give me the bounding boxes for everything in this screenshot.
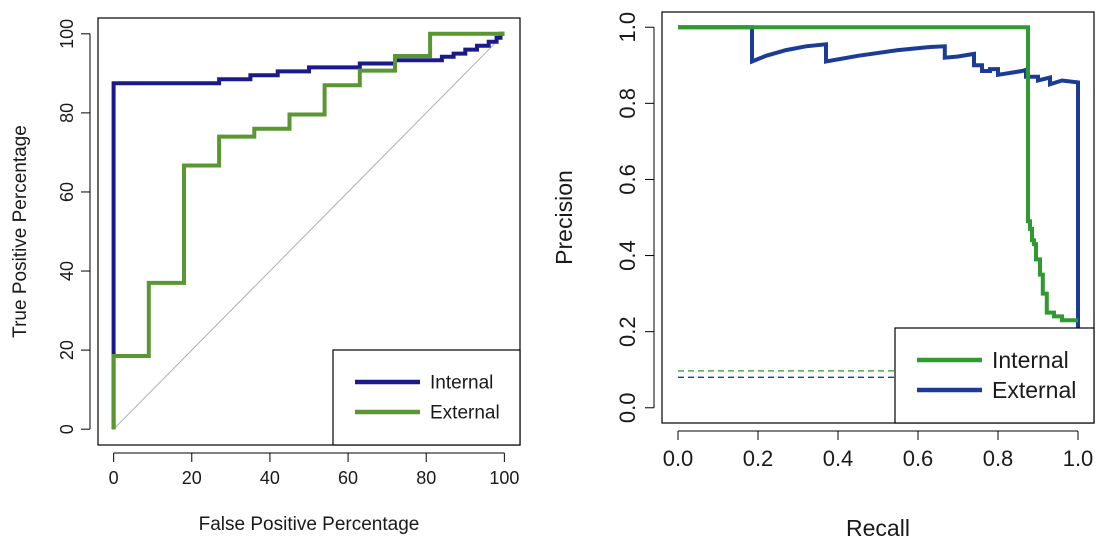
y-tick-label: 1.0 [615, 12, 640, 43]
legend-label-external: External [430, 403, 500, 424]
x-tick-label: 0 [109, 468, 119, 488]
x-tick-label: 0.2 [743, 446, 774, 471]
y-axis-title: Precision [551, 170, 577, 265]
roc-chart: 0 20 40 60 80 100 0 20 40 60 80 100 False Positive P… [10, 17, 521, 535]
pr-chart: 0.0 0.2 0.4 0.6 0.8 1.0 0.0 0.2 0.4 0.6 0.8 1.0 Reca… [551, 11, 1095, 540]
legend-label-external: External [992, 377, 1076, 403]
plot-frame [97, 17, 521, 446]
x-axis-title: Recall [846, 515, 910, 540]
y-axis-title: True Positive Percentage [10, 125, 31, 338]
x-tick-label: 80 [416, 468, 436, 488]
x-tick-label: 60 [338, 468, 358, 488]
legend-box [894, 327, 1095, 424]
y-tick-label: 100 [57, 19, 77, 49]
y-tick-label: 0.4 [615, 240, 640, 271]
x-tick-label: 0.8 [983, 446, 1014, 471]
plot-frame [661, 11, 1095, 424]
legend: Internal External [894, 327, 1095, 424]
x-tick-label: 0.6 [903, 446, 934, 471]
x-tick-label: 20 [182, 468, 202, 488]
x-tick-label: 0.4 [823, 446, 854, 471]
y-tick-label: 80 [57, 103, 77, 123]
x-tick-label: 40 [260, 468, 280, 488]
y-tick-label: 20 [57, 340, 77, 360]
x-tick-label: 1.0 [1063, 446, 1094, 471]
x-tick-label: 0.0 [663, 446, 694, 471]
y-tick-label: 60 [57, 182, 77, 202]
series-internal [678, 25, 1078, 323]
y-tick-label: 0.8 [615, 88, 640, 119]
y-tick-label: 0 [57, 424, 77, 434]
series-internal [111, 31, 505, 430]
y-tick-label: 0.0 [615, 392, 640, 423]
legend: Internal External [332, 349, 521, 446]
y-tick-label: 0.2 [615, 316, 640, 347]
series-external [111, 31, 505, 430]
series-external [678, 25, 1080, 332]
y-tick-label: 40 [57, 261, 77, 281]
legend-box [332, 349, 521, 446]
x-tick-label: 100 [489, 468, 519, 488]
legend-label-internal: Internal [992, 347, 1069, 373]
y-tick-label: 0.6 [615, 164, 640, 195]
x-axis-title: False Positive Percentage [199, 514, 420, 535]
reference-diagonal [113, 33, 505, 430]
legend-label-internal: Internal [430, 373, 493, 394]
